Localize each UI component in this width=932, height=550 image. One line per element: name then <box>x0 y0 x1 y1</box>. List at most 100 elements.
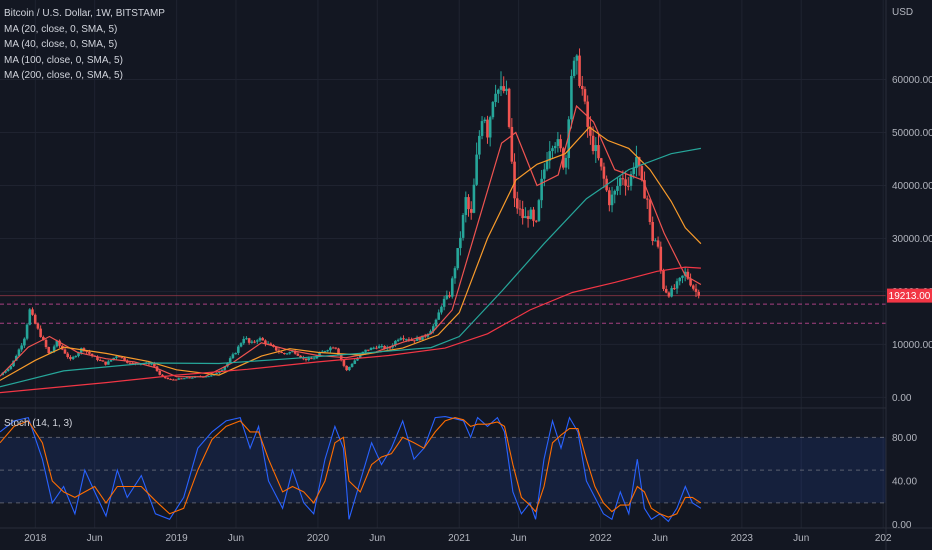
candle-body <box>14 355 18 361</box>
stoch-title[interactable]: Stoch (14, 1, 3) <box>4 418 73 429</box>
candle-body <box>245 338 248 340</box>
candle-body <box>367 349 370 351</box>
candle-body <box>432 326 435 332</box>
candle-body <box>697 291 701 296</box>
candle-body <box>448 295 451 297</box>
candle-body <box>505 88 508 92</box>
candle-body <box>237 346 240 353</box>
candle-body <box>150 363 153 365</box>
candle-body <box>594 145 598 152</box>
time-tick-label: Jun <box>369 533 385 544</box>
candle-body <box>534 220 538 222</box>
legend: Bitcoin / U.S. Dollar, 1W, BITSTAMP MA (… <box>4 6 165 84</box>
candle-body <box>358 354 362 358</box>
candle-body <box>353 360 357 364</box>
candles <box>1 48 701 381</box>
time-tick-label: Jun <box>793 533 809 544</box>
candle-body <box>77 352 80 356</box>
candle-body <box>670 288 673 297</box>
candle-body <box>559 139 562 149</box>
candle-body <box>543 169 546 179</box>
candle-body <box>231 354 235 359</box>
candle-body <box>434 319 438 327</box>
candle-body <box>691 285 695 289</box>
candle-body <box>551 148 554 152</box>
candle-body <box>274 346 278 351</box>
candle-body <box>515 198 519 209</box>
candle-body <box>323 350 327 352</box>
symbol-title[interactable]: Bitcoin / U.S. Dollar, 1W, BITSTAMP <box>4 8 165 19</box>
time-tick-label: 2020 <box>307 533 330 544</box>
candle-body <box>540 178 543 201</box>
candle-body <box>39 328 42 337</box>
candle-body <box>629 174 633 186</box>
candle-body <box>115 356 118 358</box>
candle-body <box>396 339 400 342</box>
candle-body <box>96 356 99 361</box>
candle-body <box>4 370 7 373</box>
candle-body <box>128 362 132 364</box>
candle-body <box>656 240 660 247</box>
candle-body <box>375 347 378 349</box>
candle-body <box>537 200 541 221</box>
candle-body <box>25 324 29 339</box>
candle-body <box>602 166 606 179</box>
candle-body <box>418 337 422 340</box>
candle-body <box>220 369 224 372</box>
candle-body <box>234 352 237 355</box>
stochastic-pane <box>0 416 886 523</box>
candle-body <box>58 340 61 346</box>
candle-body <box>74 355 78 358</box>
candle-body <box>20 345 23 350</box>
candle-body <box>258 338 262 341</box>
candle-body <box>79 348 83 353</box>
candle-body <box>664 288 668 293</box>
candle-body <box>207 376 210 378</box>
candle-body <box>312 358 316 360</box>
candle-body <box>218 371 221 374</box>
ma40-label[interactable]: MA (40, close, 0, SMA, 5) <box>4 39 118 50</box>
candle-body <box>31 309 34 315</box>
price-tick-label: 40000.00 <box>892 181 932 192</box>
candle-body <box>659 246 663 271</box>
candle-body <box>626 185 630 187</box>
candle-body <box>101 360 105 362</box>
candle-body <box>17 349 21 356</box>
candle-body <box>337 348 340 355</box>
time-tick-label: Jun <box>228 533 244 544</box>
time-tick-label: 2021 <box>448 533 471 544</box>
time-axis[interactable]: 2018 Jun 2019 Jun 2020 Jun 2021 Jun 2022 Jun 2023 J… <box>24 533 892 544</box>
candle-body <box>12 360 15 367</box>
candle-body <box>388 347 392 349</box>
ma200-label[interactable]: MA (200, close, 0, SMA, 5) <box>4 70 123 81</box>
moving-averages <box>0 104 702 394</box>
stoch-tick-label: 80.00 <box>892 433 917 444</box>
candle-body <box>575 55 579 61</box>
ma20-line <box>0 104 702 378</box>
candle-body <box>345 365 348 371</box>
candle-body <box>683 271 687 276</box>
candle-body <box>158 370 162 375</box>
candle-body <box>209 375 213 377</box>
candle-body <box>621 178 625 180</box>
candle-body <box>23 338 26 346</box>
candle-body <box>139 363 143 365</box>
candle-body <box>369 347 373 351</box>
candle-body <box>529 209 533 219</box>
ma20-label[interactable]: MA (20, close, 0, SMA, 5) <box>4 23 118 35</box>
time-tick-label: 2018 <box>24 533 47 544</box>
ma200-line <box>0 266 701 394</box>
candle-body <box>643 180 646 199</box>
price-tick-label: 0.00 <box>892 393 912 404</box>
ma100-label[interactable]: MA (100, close, 0, SMA, 5) <box>4 54 123 66</box>
time-tick-label: 2019 <box>166 533 189 544</box>
candle-body <box>635 157 638 169</box>
candle-body <box>686 271 690 279</box>
candle-body <box>66 353 70 358</box>
candle-body <box>285 353 289 355</box>
price-axis[interactable]: USD0.0010000.0020000.0030000.0040000.005… <box>887 7 932 531</box>
candle-body <box>648 199 652 222</box>
candle-body <box>120 357 124 359</box>
candle-body <box>104 361 107 365</box>
